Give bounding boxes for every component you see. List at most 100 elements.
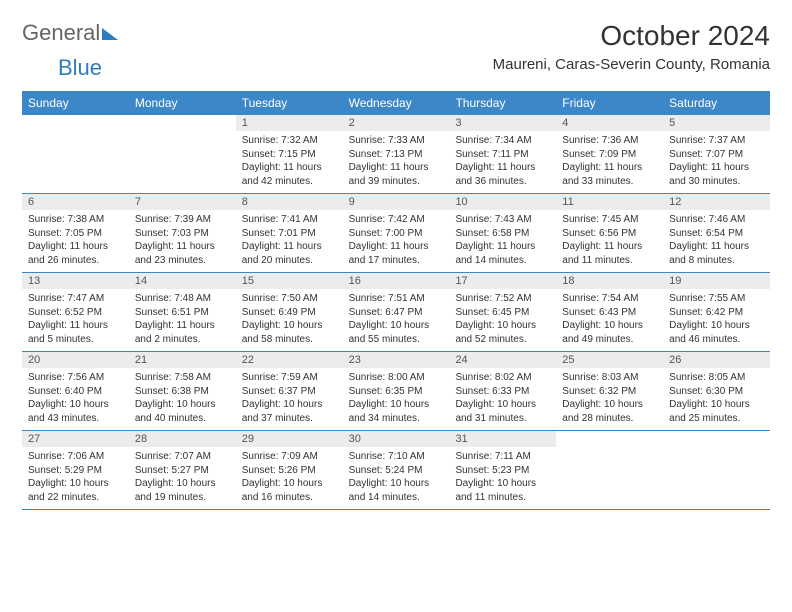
daylight-text: Daylight: 10 hours and 43 minutes. [28, 398, 123, 425]
day-cell: . [22, 115, 129, 193]
day-body: Sunrise: 7:39 AMSunset: 7:03 PMDaylight:… [129, 210, 236, 272]
calendar: Sunday Monday Tuesday Wednesday Thursday… [22, 91, 770, 510]
day-cell: . [556, 431, 663, 509]
day-cell: 18Sunrise: 7:54 AMSunset: 6:43 PMDayligh… [556, 273, 663, 351]
day-cell: 10Sunrise: 7:43 AMSunset: 6:58 PMDayligh… [449, 194, 556, 272]
sunrise-text: Sunrise: 8:05 AM [669, 371, 764, 385]
day-number: 4 [556, 115, 663, 131]
sunrise-text: Sunrise: 8:03 AM [562, 371, 657, 385]
calendar-body: ..1Sunrise: 7:32 AMSunset: 7:15 PMDaylig… [22, 115, 770, 510]
sunrise-text: Sunrise: 7:58 AM [135, 371, 230, 385]
sunrise-text: Sunrise: 7:54 AM [562, 292, 657, 306]
week-row: 27Sunrise: 7:06 AMSunset: 5:29 PMDayligh… [22, 431, 770, 510]
day-cell: 23Sunrise: 8:00 AMSunset: 6:35 PMDayligh… [343, 352, 450, 430]
col-sat: Saturday [663, 91, 770, 115]
day-cell: 3Sunrise: 7:34 AMSunset: 7:11 PMDaylight… [449, 115, 556, 193]
day-number: 31 [449, 431, 556, 447]
col-thu: Thursday [449, 91, 556, 115]
sunrise-text: Sunrise: 7:36 AM [562, 134, 657, 148]
daylight-text: Daylight: 10 hours and 14 minutes. [349, 477, 444, 504]
brand-word-2: Blue [58, 55, 102, 81]
day-body: Sunrise: 8:03 AMSunset: 6:32 PMDaylight:… [556, 368, 663, 430]
day-cell: 6Sunrise: 7:38 AMSunset: 7:05 PMDaylight… [22, 194, 129, 272]
sunrise-text: Sunrise: 7:38 AM [28, 213, 123, 227]
day-number: 3 [449, 115, 556, 131]
daylight-text: Daylight: 10 hours and 37 minutes. [242, 398, 337, 425]
day-cell: 22Sunrise: 7:59 AMSunset: 6:37 PMDayligh… [236, 352, 343, 430]
sunset-text: Sunset: 7:01 PM [242, 227, 337, 241]
sunset-text: Sunset: 6:35 PM [349, 385, 444, 399]
day-body: Sunrise: 7:07 AMSunset: 5:27 PMDaylight:… [129, 447, 236, 509]
sunrise-text: Sunrise: 7:09 AM [242, 450, 337, 464]
day-number: 25 [556, 352, 663, 368]
sunset-text: Sunset: 6:32 PM [562, 385, 657, 399]
daylight-text: Daylight: 11 hours and 36 minutes. [455, 161, 550, 188]
day-number: 10 [449, 194, 556, 210]
sunrise-text: Sunrise: 7:48 AM [135, 292, 230, 306]
sunset-text: Sunset: 5:29 PM [28, 464, 123, 478]
sunset-text: Sunset: 7:13 PM [349, 148, 444, 162]
sail-icon [102, 28, 118, 40]
daylight-text: Daylight: 11 hours and 14 minutes. [455, 240, 550, 267]
day-number: 5 [663, 115, 770, 131]
day-body: Sunrise: 7:42 AMSunset: 7:00 PMDaylight:… [343, 210, 450, 272]
day-body: Sunrise: 8:00 AMSunset: 6:35 PMDaylight:… [343, 368, 450, 430]
daylight-text: Daylight: 10 hours and 28 minutes. [562, 398, 657, 425]
day-cell: 1Sunrise: 7:32 AMSunset: 7:15 PMDaylight… [236, 115, 343, 193]
sunrise-text: Sunrise: 7:07 AM [135, 450, 230, 464]
day-number: 23 [343, 352, 450, 368]
day-cell: 2Sunrise: 7:33 AMSunset: 7:13 PMDaylight… [343, 115, 450, 193]
sunrise-text: Sunrise: 8:02 AM [455, 371, 550, 385]
day-body: Sunrise: 7:59 AMSunset: 6:37 PMDaylight:… [236, 368, 343, 430]
month-title: October 2024 [493, 20, 770, 52]
sunset-text: Sunset: 6:51 PM [135, 306, 230, 320]
daylight-text: Daylight: 11 hours and 11 minutes. [562, 240, 657, 267]
sunset-text: Sunset: 7:05 PM [28, 227, 123, 241]
daylight-text: Daylight: 11 hours and 2 minutes. [135, 319, 230, 346]
sunrise-text: Sunrise: 7:43 AM [455, 213, 550, 227]
daylight-text: Daylight: 11 hours and 33 minutes. [562, 161, 657, 188]
daylight-text: Daylight: 11 hours and 5 minutes. [28, 319, 123, 346]
day-body: Sunrise: 7:43 AMSunset: 6:58 PMDaylight:… [449, 210, 556, 272]
sunrise-text: Sunrise: 7:41 AM [242, 213, 337, 227]
sunset-text: Sunset: 6:43 PM [562, 306, 657, 320]
daylight-text: Daylight: 10 hours and 49 minutes. [562, 319, 657, 346]
sunrise-text: Sunrise: 7:11 AM [455, 450, 550, 464]
day-body: Sunrise: 7:56 AMSunset: 6:40 PMDaylight:… [22, 368, 129, 430]
sunset-text: Sunset: 6:58 PM [455, 227, 550, 241]
day-cell: 27Sunrise: 7:06 AMSunset: 5:29 PMDayligh… [22, 431, 129, 509]
sunset-text: Sunset: 6:30 PM [669, 385, 764, 399]
day-cell: 19Sunrise: 7:55 AMSunset: 6:42 PMDayligh… [663, 273, 770, 351]
day-body: Sunrise: 7:34 AMSunset: 7:11 PMDaylight:… [449, 131, 556, 193]
week-row: 13Sunrise: 7:47 AMSunset: 6:52 PMDayligh… [22, 273, 770, 352]
sunset-text: Sunset: 5:27 PM [135, 464, 230, 478]
sunset-text: Sunset: 7:00 PM [349, 227, 444, 241]
daylight-text: Daylight: 10 hours and 40 minutes. [135, 398, 230, 425]
day-number: 15 [236, 273, 343, 289]
day-body: Sunrise: 7:11 AMSunset: 5:23 PMDaylight:… [449, 447, 556, 509]
brand-word-1: General [22, 20, 100, 46]
day-cell: 20Sunrise: 7:56 AMSunset: 6:40 PMDayligh… [22, 352, 129, 430]
day-body: Sunrise: 7:51 AMSunset: 6:47 PMDaylight:… [343, 289, 450, 351]
title-block: October 2024 Maureni, Caras-Severin Coun… [493, 20, 770, 73]
day-cell: 13Sunrise: 7:47 AMSunset: 6:52 PMDayligh… [22, 273, 129, 351]
day-cell: 26Sunrise: 8:05 AMSunset: 6:30 PMDayligh… [663, 352, 770, 430]
day-body: Sunrise: 7:47 AMSunset: 6:52 PMDaylight:… [22, 289, 129, 351]
sunrise-text: Sunrise: 8:00 AM [349, 371, 444, 385]
day-cell: 16Sunrise: 7:51 AMSunset: 6:47 PMDayligh… [343, 273, 450, 351]
day-body: Sunrise: 7:33 AMSunset: 7:13 PMDaylight:… [343, 131, 450, 193]
day-number: 17 [449, 273, 556, 289]
day-body: Sunrise: 7:10 AMSunset: 5:24 PMDaylight:… [343, 447, 450, 509]
day-number: 30 [343, 431, 450, 447]
day-cell: . [129, 115, 236, 193]
day-number: 24 [449, 352, 556, 368]
daylight-text: Daylight: 11 hours and 23 minutes. [135, 240, 230, 267]
daylight-text: Daylight: 10 hours and 34 minutes. [349, 398, 444, 425]
day-body: Sunrise: 7:37 AMSunset: 7:07 PMDaylight:… [663, 131, 770, 193]
day-number: 29 [236, 431, 343, 447]
sunrise-text: Sunrise: 7:56 AM [28, 371, 123, 385]
day-cell: 30Sunrise: 7:10 AMSunset: 5:24 PMDayligh… [343, 431, 450, 509]
day-cell: 9Sunrise: 7:42 AMSunset: 7:00 PMDaylight… [343, 194, 450, 272]
sunset-text: Sunset: 6:52 PM [28, 306, 123, 320]
day-body: Sunrise: 7:41 AMSunset: 7:01 PMDaylight:… [236, 210, 343, 272]
